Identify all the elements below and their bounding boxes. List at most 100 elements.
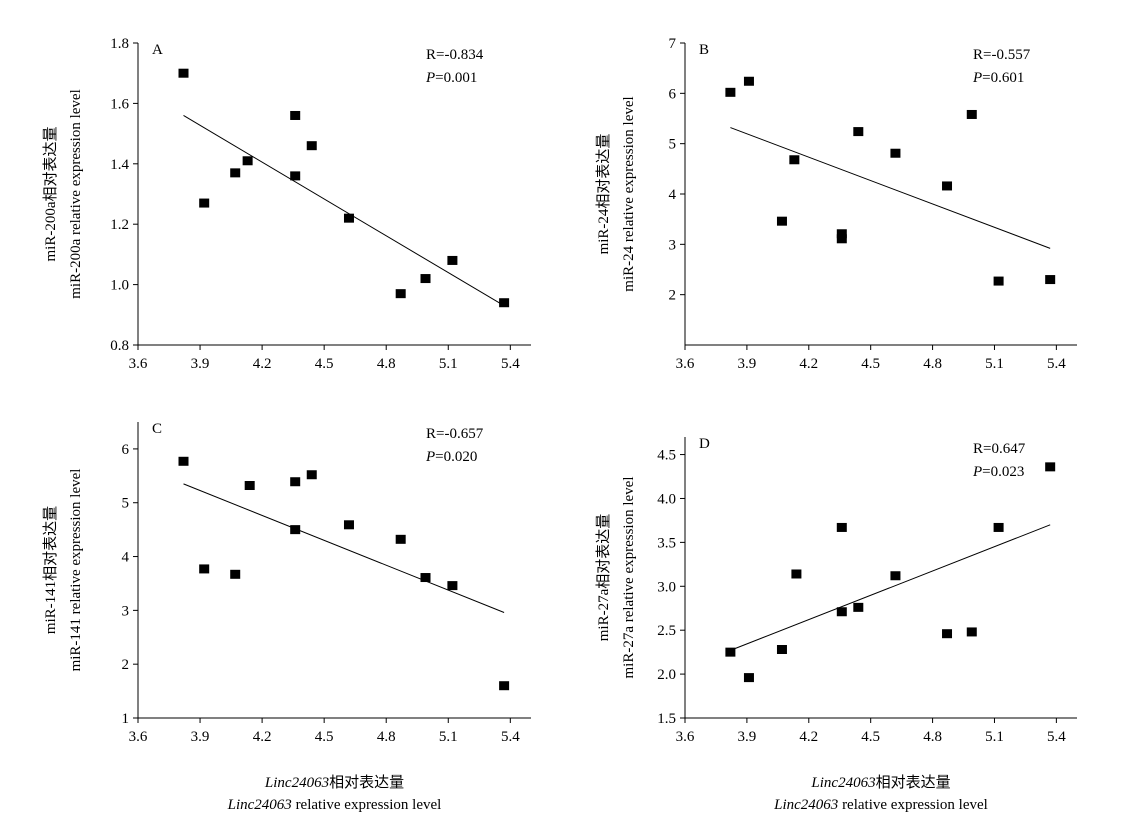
- p-symbol: P: [972, 464, 982, 480]
- y-axis-label-cn: miR-141相对表达量: [42, 506, 59, 634]
- x-tick-label: 5.1: [985, 356, 1004, 372]
- data-point: [942, 181, 953, 191]
- data-point: [499, 681, 510, 691]
- data-point: [890, 571, 901, 581]
- x-tick-label: 5.1: [439, 356, 458, 372]
- y-tick-label: 7: [669, 36, 677, 52]
- p-symbol: P: [972, 70, 982, 86]
- y-tick-label: 3.0: [657, 579, 676, 595]
- data-point: [993, 276, 1004, 286]
- x-axis-label-en: Linc24063 relative expression level: [773, 797, 988, 813]
- y-tick-label: 2.0: [657, 667, 676, 683]
- y-tick-label: 4.0: [657, 491, 676, 507]
- data-point: [343, 213, 354, 223]
- x-tick-label: 3.6: [676, 729, 695, 745]
- y-axis-label-en: miR-24 relative expression level: [621, 96, 637, 291]
- x-tick-label: 3.6: [129, 729, 148, 745]
- regression-line: [730, 127, 1051, 249]
- p-value: =0.001: [435, 70, 477, 86]
- y-tick-label: 3.5: [657, 535, 676, 551]
- data-point: [178, 456, 189, 466]
- x-axis-label-cn: Linc24063相对表达量: [810, 774, 950, 791]
- data-point: [776, 645, 787, 655]
- data-point: [244, 481, 255, 491]
- x-tick-label: 4.2: [799, 356, 818, 372]
- y-axis-label-cn: miR-200a相对表达量: [42, 127, 59, 262]
- y-tick-label: 5: [669, 137, 677, 153]
- data-point: [290, 477, 301, 487]
- data-point: [343, 520, 354, 530]
- data-point: [942, 629, 953, 639]
- data-point: [725, 647, 736, 657]
- x-tick-label: 3.9: [738, 356, 757, 372]
- data-point: [290, 525, 301, 535]
- correlation-r: R=-0.657: [426, 426, 484, 442]
- x-tick-label: 4.2: [253, 729, 272, 745]
- data-point: [290, 110, 301, 120]
- p-value: =0.023: [982, 464, 1024, 480]
- x-tick-label: 5.1: [985, 729, 1004, 745]
- data-point: [966, 109, 977, 119]
- data-point: [836, 522, 847, 532]
- regression-line: [183, 115, 505, 307]
- correlation-r: R=-0.834: [426, 47, 484, 63]
- panel-letter: D: [699, 436, 710, 452]
- panel-a: 3.6 3.9 4.2 4.5 4.8 5.1 5.4 0.8 1.0 1.2 1.4 1.6 1.8 A…: [42, 36, 531, 372]
- x-axis-label-en: Linc24063 relative expression level: [227, 797, 442, 813]
- p-symbol: P: [425, 70, 435, 86]
- data-point: [836, 234, 847, 244]
- y-tick-label: 1: [122, 711, 130, 727]
- panel-letter: B: [699, 42, 709, 58]
- data-point: [836, 607, 847, 617]
- y-tick-label: 2: [122, 657, 130, 673]
- data-point: [791, 569, 802, 579]
- data-point: [230, 168, 241, 178]
- data-point: [290, 171, 301, 181]
- y-tick-label: 3: [669, 237, 677, 253]
- y-tick-label: 6: [122, 442, 130, 458]
- data-point: [199, 198, 210, 208]
- data-point: [447, 581, 458, 591]
- correlation-p: P=0.601: [972, 70, 1024, 86]
- y-tick-label: 3: [122, 603, 130, 619]
- regression-line: [183, 483, 505, 613]
- x-tick-label: 3.9: [738, 729, 757, 745]
- data-point: [178, 68, 189, 78]
- x-tick-label: 4.8: [377, 356, 396, 372]
- data-point: [420, 573, 431, 583]
- correlation-p: P=0.023: [972, 464, 1024, 480]
- data-point: [836, 229, 847, 239]
- y-tick-label: 1.2: [110, 217, 129, 233]
- y-tick-label: 1.6: [110, 96, 129, 112]
- x-tick-label: 3.9: [191, 729, 210, 745]
- data-point: [420, 274, 431, 284]
- y-axis-label-cn: miR-24相对表达量: [595, 134, 612, 255]
- x-tick-label: 5.4: [1047, 729, 1066, 745]
- x-tick-label: 4.2: [799, 729, 818, 745]
- y-tick-label: 2.5: [657, 623, 676, 639]
- x-tick-label: 4.5: [315, 729, 334, 745]
- data-point: [890, 148, 901, 158]
- y-axis-label-cn: miR-27a相对表达量: [595, 514, 612, 642]
- x-tick-label: 4.5: [315, 356, 334, 372]
- data-point: [725, 87, 736, 97]
- data-point: [743, 76, 754, 86]
- data-point: [1045, 462, 1056, 472]
- data-point: [199, 564, 210, 574]
- data-point: [230, 569, 241, 579]
- correlation-p: P=0.020: [425, 449, 477, 465]
- data-point: [1045, 275, 1056, 285]
- x-tick-label: 4.2: [253, 356, 272, 372]
- data-point: [306, 470, 317, 480]
- y-axis-label-en: miR-200a relative expression level: [68, 89, 84, 299]
- x-tick-label: 5.1: [439, 729, 458, 745]
- y-axis-label-en: miR-141 relative expression level: [68, 469, 84, 672]
- panel-c: 3.6 3.9 4.2 4.5 4.8 5.1 5.4 1 2 3 4 5 6 C R=-0.657 P=0.…: [42, 421, 531, 813]
- data-point: [395, 289, 406, 299]
- data-point: [447, 255, 458, 265]
- data-point: [853, 602, 864, 612]
- y-tick-label: 4: [122, 550, 130, 566]
- y-tick-label: 1.0: [110, 278, 129, 294]
- y-tick-label: 6: [669, 86, 677, 102]
- data-point: [966, 627, 977, 637]
